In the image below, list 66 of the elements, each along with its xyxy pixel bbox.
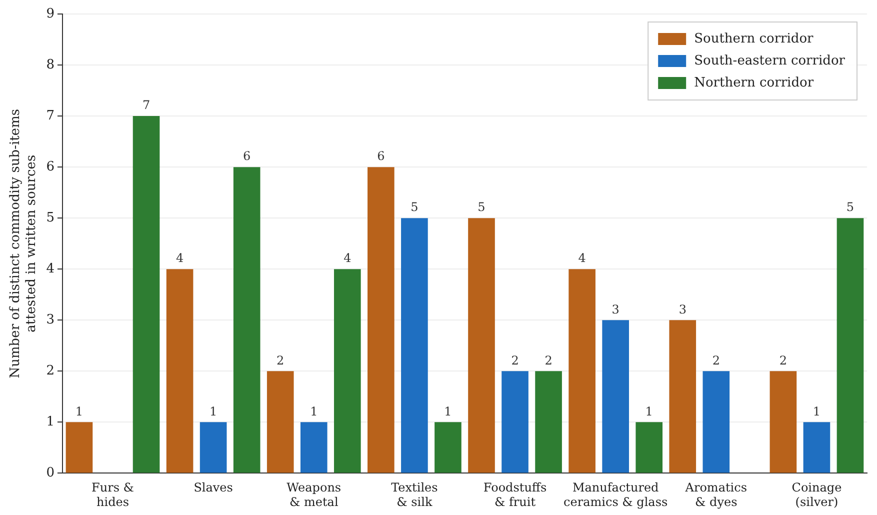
data-label: 6 (243, 149, 251, 164)
data-label: 7 (142, 98, 150, 112)
y-axis-title: Number of distinct commodity sub-items attested in written sources (8, 108, 39, 378)
legend-label: South-eastern corridor (694, 53, 846, 68)
x-tick-label: Furs & hides (92, 480, 134, 509)
bar (300, 422, 328, 473)
data-label: 2 (712, 353, 720, 368)
data-label: 3 (612, 302, 620, 316)
x-tick-label: Aromatics & dyes (684, 480, 747, 509)
legend-label: Southern corridor (694, 31, 814, 46)
x-tick-label: Textiles & silk (391, 480, 438, 509)
x-tick-label: Weapons & metal (286, 480, 342, 509)
data-label: 1 (812, 404, 821, 418)
data-label: 1 (210, 404, 218, 418)
data-label: 1 (645, 404, 653, 418)
bar (803, 422, 830, 473)
bar (166, 269, 194, 473)
bar (66, 422, 93, 473)
data-label: 5 (410, 200, 418, 214)
data-label: 4 (578, 251, 586, 266)
bar (233, 167, 260, 473)
y-tick-label: 2 (46, 364, 54, 379)
y-tick-label: 9 (46, 6, 54, 22)
bar (770, 371, 797, 473)
y-tick-label: 4 (46, 261, 54, 276)
bar (702, 371, 730, 473)
data-label: 1 (444, 404, 452, 418)
x-tick-label: Coinage (silver) (792, 480, 842, 509)
bar (401, 218, 428, 473)
bar (568, 269, 596, 473)
y-tick-label: 0 (46, 466, 54, 481)
bar (502, 371, 528, 473)
bar (535, 371, 562, 473)
y-tick-label: 6 (46, 159, 54, 174)
data-label: 2 (276, 353, 284, 368)
legend-label: Northern corridor (694, 75, 814, 90)
data-label: 2 (544, 353, 552, 368)
data-label: 3 (678, 302, 686, 316)
data-label: 2 (779, 353, 788, 368)
bar (836, 218, 864, 473)
bar (434, 422, 462, 473)
data-label: 5 (478, 200, 486, 214)
x-tick-label: Foodstuffs & fruit (483, 480, 547, 509)
bar (368, 167, 394, 473)
data-label: 2 (511, 353, 519, 368)
data-label: 4 (176, 251, 184, 266)
bar (636, 422, 663, 473)
y-tick-label: 1 (46, 414, 54, 430)
bar (266, 371, 294, 473)
y-tick-label: 5 (46, 210, 54, 226)
x-tick-label: Slaves (194, 480, 233, 495)
bar (334, 269, 361, 473)
x-tick-label: Manufactured ceramics & glass (564, 480, 668, 509)
data-label: 5 (846, 200, 854, 214)
bar (200, 422, 227, 473)
y-tick-label: 8 (46, 57, 54, 72)
bar (602, 320, 629, 473)
bar (468, 218, 495, 473)
data-label: 1 (75, 404, 84, 418)
y-tick-label: 3 (46, 312, 54, 328)
data-label: 4 (344, 251, 352, 266)
data-label: 6 (377, 149, 385, 164)
bar (669, 320, 696, 473)
y-tick-label: 7 (46, 108, 54, 124)
bar (132, 116, 160, 473)
data-label: 1 (310, 404, 318, 418)
